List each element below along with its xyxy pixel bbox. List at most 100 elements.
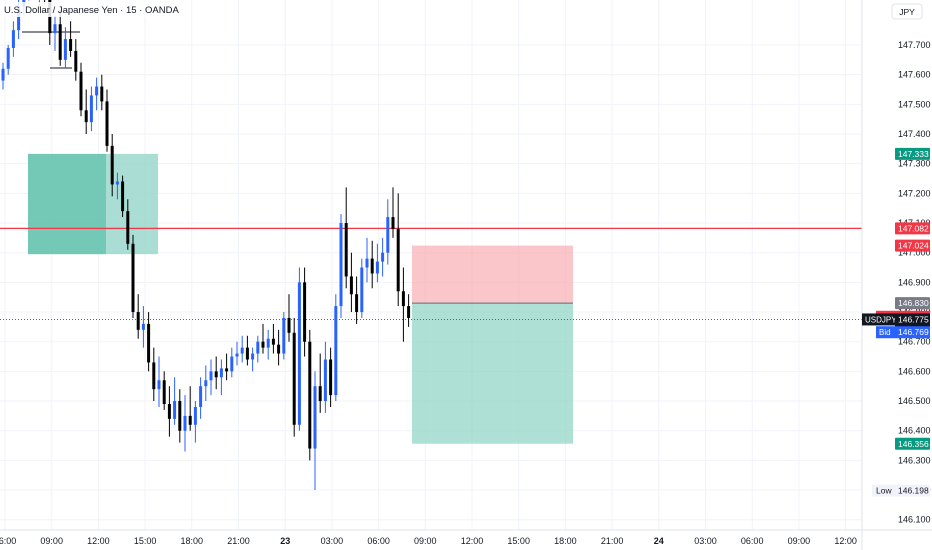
candle[interactable]: [74, 39, 78, 81]
candle[interactable]: [157, 356, 161, 407]
candle[interactable]: [121, 175, 125, 218]
price-tick-label: 146.900: [898, 277, 931, 287]
candle[interactable]: [1, 62, 5, 90]
candle[interactable]: [131, 234, 135, 318]
price-tick-label: 147.400: [898, 129, 931, 139]
stop-loss-zone[interactable]: [412, 245, 573, 304]
candle[interactable]: [110, 134, 114, 197]
candle[interactable]: [261, 323, 265, 354]
candle[interactable]: [282, 312, 286, 360]
candle[interactable]: [162, 371, 166, 410]
candle[interactable]: [396, 193, 400, 307]
candle[interactable]: [105, 89, 109, 152]
candle[interactable]: [199, 377, 203, 419]
candle[interactable]: [219, 359, 223, 396]
candle[interactable]: [339, 214, 343, 318]
candle[interactable]: [136, 294, 140, 339]
candle[interactable]: [69, 21, 73, 57]
candle-body: [313, 386, 317, 449]
candle[interactable]: [318, 353, 322, 413]
candle[interactable]: [84, 89, 88, 135]
candle[interactable]: [214, 356, 218, 390]
bid-value-bg: [895, 326, 930, 339]
candle[interactable]: [141, 306, 145, 348]
candle[interactable]: [391, 187, 395, 238]
candle-body: [339, 223, 343, 307]
candle[interactable]: [245, 335, 249, 366]
candle[interactable]: [365, 237, 369, 283]
candle[interactable]: [344, 187, 348, 289]
candle[interactable]: [386, 199, 390, 265]
candle-body: [381, 252, 385, 262]
price-tick-label: 147.000: [898, 248, 931, 258]
candle[interactable]: [313, 371, 317, 491]
candle[interactable]: [287, 294, 291, 342]
candle[interactable]: [277, 329, 281, 366]
candle[interactable]: [271, 323, 275, 354]
candle[interactable]: [251, 347, 255, 372]
candle[interactable]: [152, 347, 156, 402]
candle[interactable]: [58, 9, 62, 66]
currency-label: JPY: [899, 7, 915, 17]
candle[interactable]: [95, 77, 99, 111]
candle-body: [147, 323, 151, 363]
candle[interactable]: [79, 62, 83, 117]
candle[interactable]: [256, 335, 260, 363]
candle[interactable]: [11, 21, 15, 57]
candle[interactable]: [53, 15, 57, 51]
candle[interactable]: [204, 365, 208, 402]
candle[interactable]: [183, 395, 187, 452]
time-tick-label: 03:00: [321, 536, 344, 546]
candle[interactable]: [115, 172, 119, 200]
candle-body: [6, 47, 10, 69]
candle[interactable]: [173, 377, 177, 425]
candle[interactable]: [167, 386, 171, 437]
candle-body: [100, 86, 104, 102]
candle[interactable]: [360, 258, 364, 318]
candle[interactable]: [375, 243, 379, 283]
candle[interactable]: [303, 267, 307, 357]
price-tag-value: 146.830: [898, 298, 929, 308]
candle[interactable]: [381, 237, 385, 277]
candle[interactable]: [100, 74, 104, 111]
candle[interactable]: [126, 199, 130, 250]
candle[interactable]: [334, 294, 338, 402]
candle[interactable]: [147, 312, 151, 372]
candle[interactable]: [89, 86, 93, 132]
candle[interactable]: [209, 359, 213, 396]
candle[interactable]: [63, 27, 67, 69]
candle-body: [58, 24, 62, 60]
candle[interactable]: [323, 341, 327, 413]
candle[interactable]: [329, 347, 333, 407]
candle[interactable]: [266, 329, 270, 360]
candle[interactable]: [240, 335, 244, 363]
candle-body: [188, 415, 192, 425]
candle[interactable]: [308, 329, 312, 461]
candle[interactable]: [355, 276, 359, 324]
candle[interactable]: [349, 252, 353, 313]
candle[interactable]: [235, 341, 239, 366]
candle-body: [17, 6, 21, 31]
candle-body: [277, 344, 281, 354]
symbol-label-bg: [862, 313, 895, 326]
low-tag: Low 146.198: [872, 484, 930, 497]
candle-body: [287, 317, 291, 333]
candle[interactable]: [193, 401, 197, 443]
candle[interactable]: [401, 267, 405, 342]
price-tag-value: 147.024: [898, 241, 929, 251]
candle[interactable]: [370, 240, 374, 289]
position-zone-upper-left-light: [106, 153, 158, 255]
low-label: Low: [876, 486, 892, 496]
candle[interactable]: [230, 347, 234, 378]
currency-button[interactable]: JPY: [891, 3, 923, 20]
candle[interactable]: [225, 353, 229, 381]
candle[interactable]: [292, 317, 296, 437]
candle[interactable]: [6, 45, 10, 75]
take-profit-zone[interactable]: [412, 303, 573, 444]
candle[interactable]: [188, 386, 192, 431]
candle[interactable]: [407, 294, 411, 327]
candle-body: [95, 86, 99, 96]
candle[interactable]: [178, 389, 182, 443]
candle[interactable]: [297, 267, 301, 431]
